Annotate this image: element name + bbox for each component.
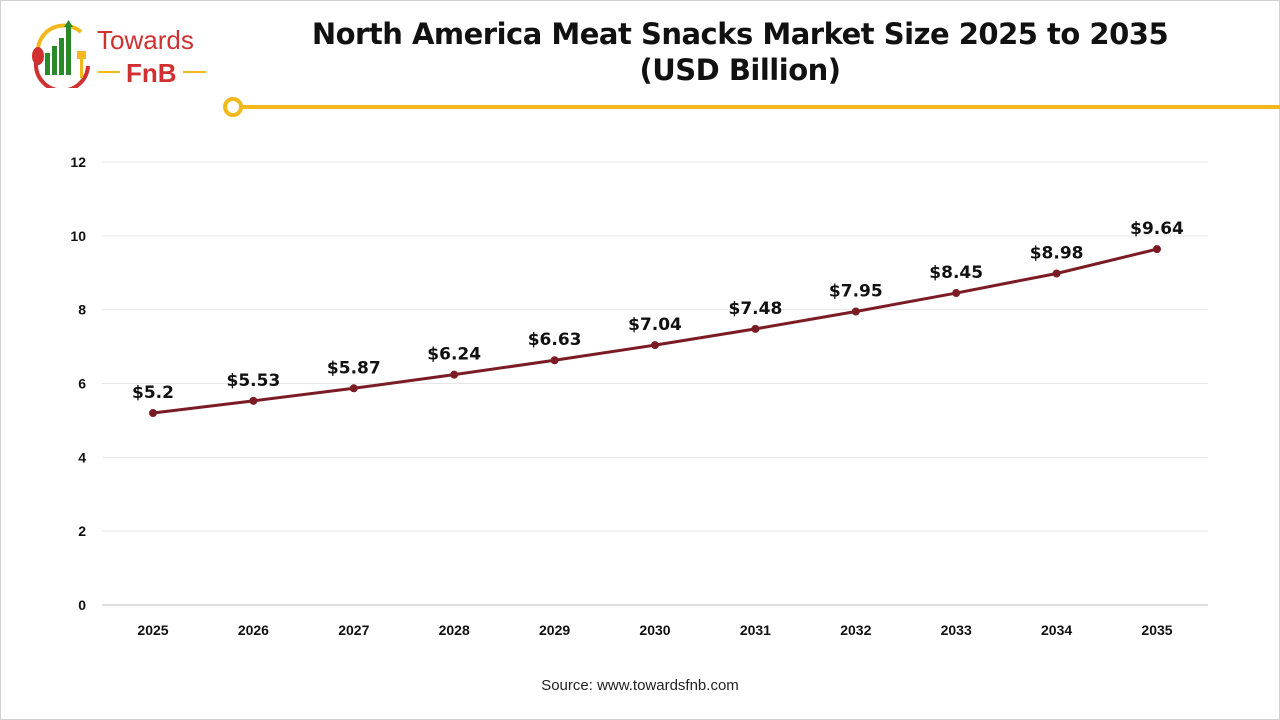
chart-title: North America Meat Snacks Market Size 20…: [300, 16, 1180, 88]
data-label: $7.48: [729, 299, 783, 319]
data-label: $6.24: [427, 345, 481, 365]
data-label: $7.95: [829, 282, 883, 302]
y-tick-label: 0: [78, 597, 86, 613]
title-line-1: North America Meat Snacks Market Size 20…: [311, 17, 1169, 51]
data-label: $7.04: [628, 315, 682, 335]
source-note: Source: www.towardsfnb.com: [541, 677, 739, 694]
data-point: [349, 384, 358, 393]
x-tick-label: 2025: [137, 622, 168, 638]
x-tick-label: 2035: [1141, 622, 1172, 638]
x-tick-label: 2031: [740, 622, 771, 638]
x-tick-label: 2033: [941, 622, 972, 638]
title-line-2: (USD Billion): [639, 53, 841, 87]
y-tick-label: 6: [78, 376, 86, 392]
data-label: $5.2: [132, 383, 174, 403]
y-tick-label: 10: [70, 228, 86, 244]
svg-text:Towards: Towards: [97, 25, 194, 55]
x-tick-label: 2029: [539, 622, 570, 638]
data-label: $5.53: [227, 371, 281, 391]
data-label: $6.63: [528, 330, 582, 350]
towards-fnb-logo: Towards FnB: [26, 18, 216, 93]
data-label: $8.45: [929, 263, 983, 283]
x-tick-label: 2034: [1041, 622, 1072, 638]
data-point: [851, 307, 860, 316]
data-point: [952, 289, 961, 298]
data-point: [149, 409, 157, 418]
y-tick-label: 8: [78, 302, 86, 318]
svg-text:FnB: FnB: [126, 58, 177, 88]
data-point: [550, 356, 559, 365]
x-tick-label: 2032: [840, 622, 871, 638]
data-point: [1052, 269, 1061, 278]
data-label: $9.64: [1130, 219, 1184, 239]
data-point: [751, 324, 760, 333]
data-label: $5.87: [327, 358, 381, 378]
data-point: [249, 396, 258, 405]
data-point: [1153, 245, 1161, 254]
x-tick-label: 2026: [238, 622, 269, 638]
accent-circle: [223, 97, 243, 117]
x-tick-label: 2027: [338, 622, 369, 638]
data-point: [651, 341, 659, 350]
x-tick-label: 2030: [639, 622, 670, 638]
y-tick-label: 2: [78, 523, 86, 539]
data-point: [450, 370, 459, 379]
x-tick-label: 2028: [439, 622, 470, 638]
data-label: $8.98: [1030, 243, 1084, 263]
y-tick-label: 4: [78, 449, 86, 465]
logo-icon: Towards FnB: [32, 20, 206, 93]
y-tick-label: 12: [70, 154, 86, 170]
